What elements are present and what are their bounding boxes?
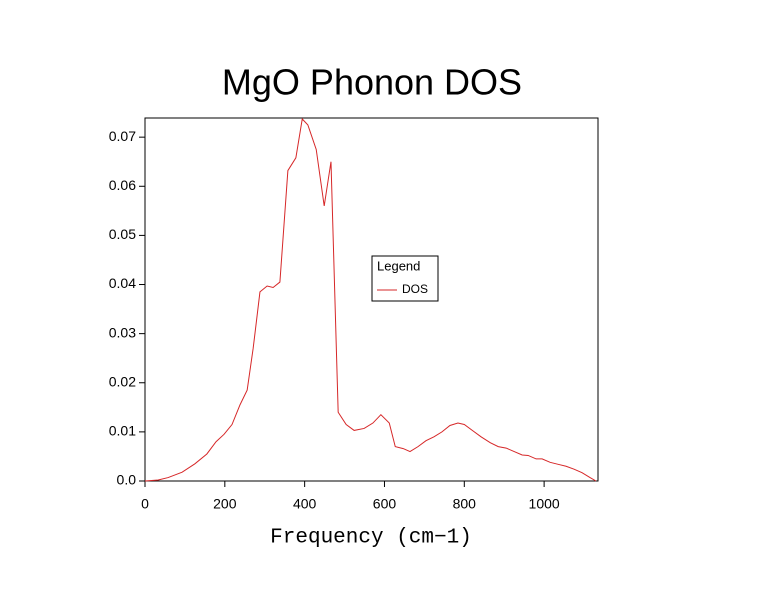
chart-title: MgO Phonon DOS [222,62,522,103]
x-tick-label: 1000 [529,496,560,512]
y-tick-label: 0.0 [117,472,137,488]
y-tick-label: 0.05 [109,226,136,242]
legend-title: Legend [377,258,420,273]
x-tick-label: 0 [141,496,149,512]
x-tick-label: 800 [453,496,477,512]
data-line [144,117,597,482]
x-tick-label: 400 [293,496,317,512]
y-tick-label: 0.06 [109,177,136,193]
y-tick-label: 0.01 [109,423,136,439]
x-tick-label: 200 [213,496,237,512]
plot-frame [144,117,599,482]
x-axis-label: Frequency (cm−1) [270,527,472,550]
y-tick-label: 0.02 [109,373,136,389]
y-tick-label: 0.04 [109,275,136,291]
y-tick-label: 0.03 [109,324,136,340]
y-tick-label: 0.07 [109,128,136,144]
legend-label: DOS [402,282,428,296]
x-tick-label: 600 [373,496,397,512]
legend-box [371,255,439,302]
